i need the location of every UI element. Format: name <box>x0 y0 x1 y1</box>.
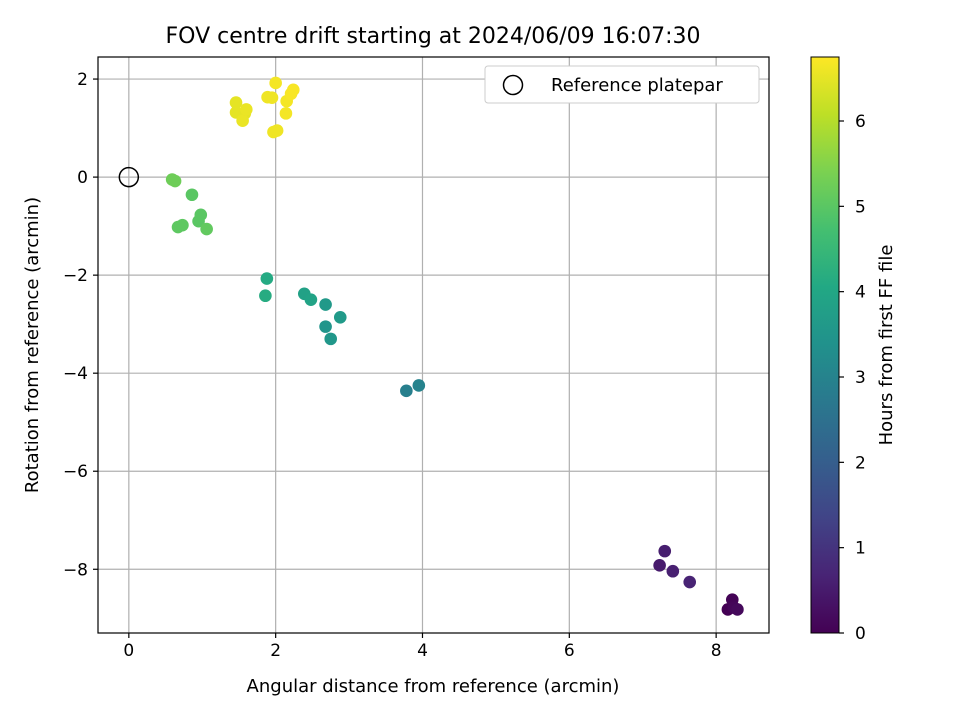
scatter-point <box>171 220 185 234</box>
scatter-point <box>683 575 697 589</box>
legend-box <box>484 65 760 104</box>
colorbar-tick-label: 3 <box>855 368 866 388</box>
colorbar <box>810 56 840 634</box>
scatter-point <box>658 544 672 558</box>
legend-marker <box>502 74 524 96</box>
x-tick-label: 2 <box>270 641 281 661</box>
scatter-point <box>185 188 199 202</box>
grid-lines <box>98 57 769 633</box>
scatter-point <box>319 320 332 333</box>
reference-platepar-marker <box>118 166 140 188</box>
axis-ticks: 0 2 4 6 8 2 0 −2 −4 −6 −8 <box>63 70 722 661</box>
scatter-point <box>239 103 253 116</box>
plot-frame <box>97 56 770 634</box>
colorbar-ticks: 0 1 2 3 4 5 6 <box>839 112 866 644</box>
legend: Reference platepar <box>484 65 760 104</box>
scatter-point <box>265 91 279 104</box>
scatter-point <box>666 564 680 578</box>
x-tick-label: 8 <box>711 641 722 661</box>
colorbar-tick-label: 4 <box>855 283 866 303</box>
scatter-point <box>192 214 205 228</box>
scatter-point <box>259 289 272 303</box>
colorbar-tick-label: 6 <box>855 112 866 132</box>
scatter-point <box>731 603 744 616</box>
y-tick-label: 2 <box>77 70 88 90</box>
scatter-point <box>260 272 274 285</box>
y-tick-label: −8 <box>63 560 88 580</box>
colorbar-tick-label: 1 <box>855 539 866 559</box>
scatter-point <box>200 222 213 236</box>
scatter-point <box>270 124 284 137</box>
y-tick-label: −4 <box>63 364 88 384</box>
scatter-point <box>279 107 293 120</box>
scatter-point <box>236 114 249 128</box>
colorbar-tick-label: 5 <box>855 197 866 217</box>
legend-entry-label: Reference platepar <box>551 75 723 96</box>
colorbar-tick-label: 0 <box>855 624 866 644</box>
scatter-point <box>400 384 413 398</box>
scatter-point <box>304 293 318 306</box>
y-tick-label: −6 <box>63 462 88 482</box>
y-axis-label: Rotation from reference (arcmin) <box>22 197 43 493</box>
scatter-point <box>168 174 182 188</box>
scatter-point <box>269 76 282 90</box>
x-tick-label: 6 <box>564 641 575 661</box>
colorbar-label: Hours from first FF file <box>876 245 897 446</box>
y-tick-label: 0 <box>77 168 88 188</box>
colorbar-tick-label: 2 <box>855 453 866 473</box>
data-points <box>118 76 744 616</box>
chart-title: FOV centre drift starting at 2024/06/09 … <box>166 24 701 49</box>
x-tick-label: 4 <box>417 641 428 661</box>
scatter-point <box>333 311 347 324</box>
scatter-point <box>412 379 426 392</box>
scatter-point <box>653 559 666 572</box>
x-axis-label: Angular distance from reference (arcmin) <box>247 676 620 697</box>
scatter-point <box>286 83 300 97</box>
x-tick-label: 0 <box>123 641 134 661</box>
scatter-point <box>229 96 243 109</box>
scatter-point <box>324 332 338 346</box>
scatter-point <box>319 298 332 311</box>
y-tick-label: −2 <box>63 266 88 286</box>
